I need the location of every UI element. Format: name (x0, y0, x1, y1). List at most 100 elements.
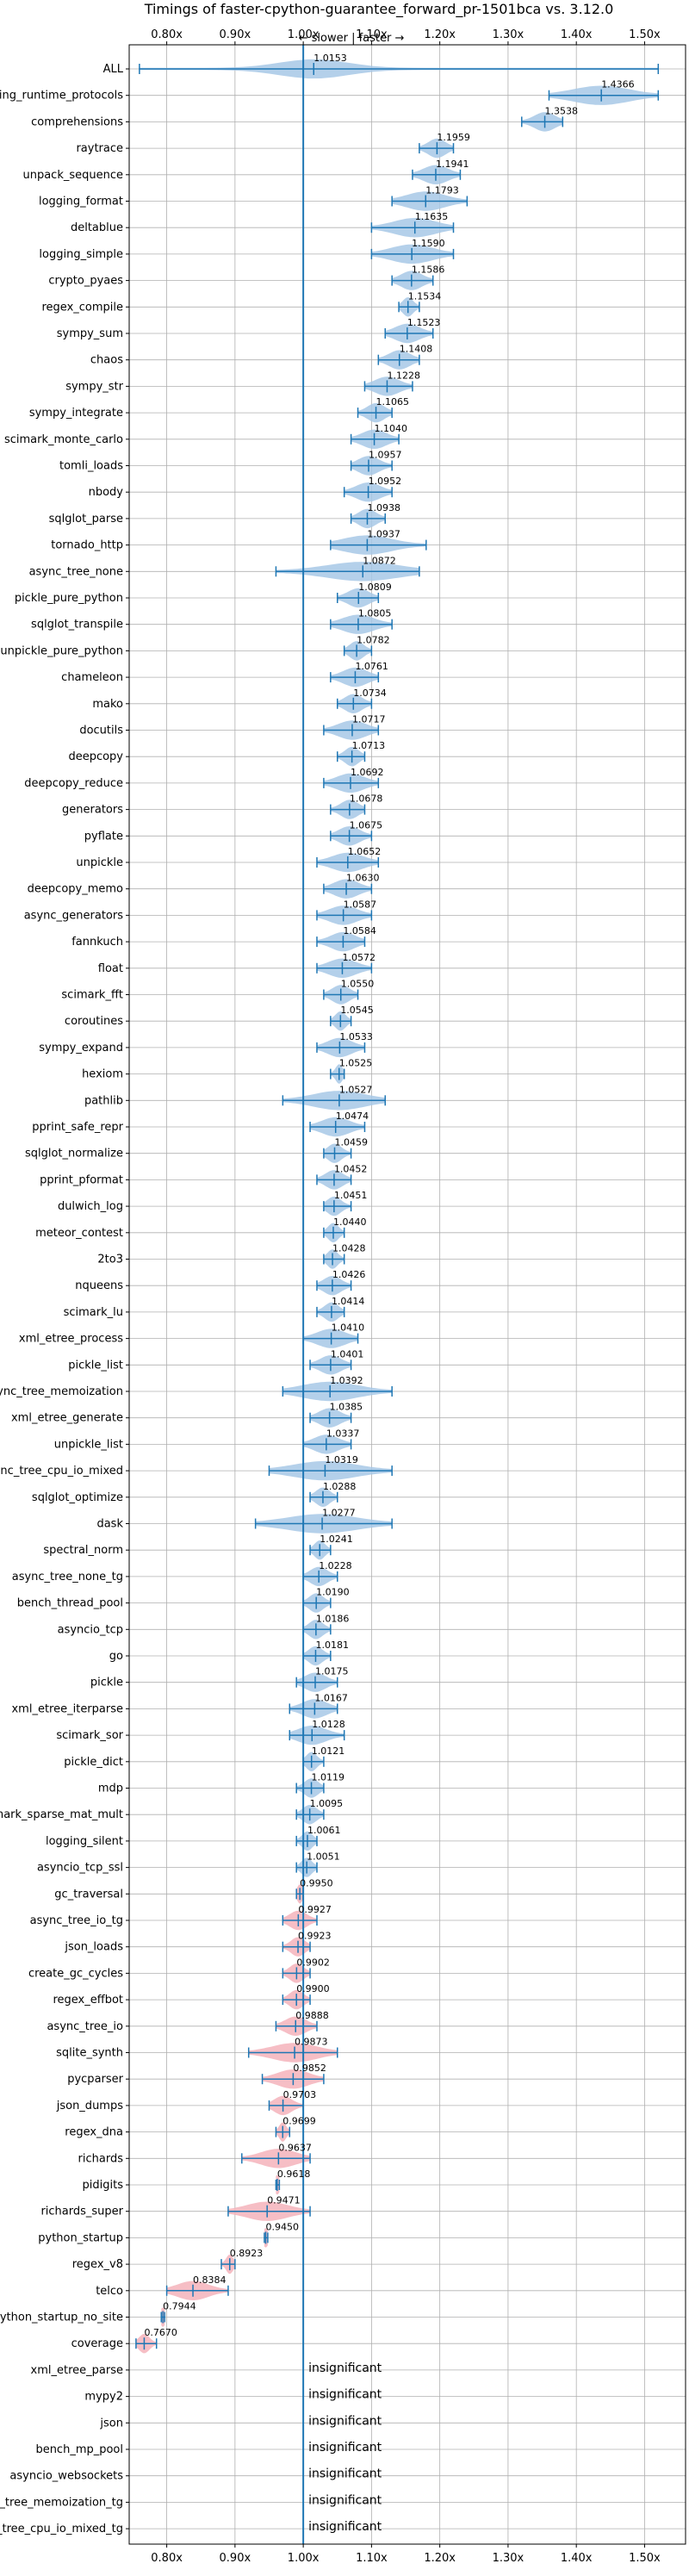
benchmark-name: coroutines (65, 1015, 123, 1028)
benchmark-name: sqlglot_parse (49, 513, 123, 526)
benchmark-name: pprint_safe_repr (32, 1121, 123, 1134)
value-label: 1.0809 (358, 582, 392, 593)
benchmark-name: logging_format (39, 196, 123, 208)
value-label: 1.4366 (601, 79, 635, 90)
value-label: 1.1228 (387, 370, 420, 381)
value-label: 1.1408 (400, 344, 433, 355)
benchmark-name: async_tree_io (47, 2020, 123, 2033)
value-label: 0.8384 (193, 2274, 227, 2286)
benchmark-name: go (109, 1650, 123, 1663)
benchmark-name: python_startup (38, 2231, 123, 2244)
value-label: 1.0051 (307, 1851, 340, 1863)
value-label: 1.0241 (320, 1534, 353, 1545)
value-label: 1.0175 (315, 1666, 349, 1677)
value-label: 1.1534 (408, 290, 442, 302)
benchmark-name: bench_thread_pool (17, 1597, 123, 1610)
value-label: 1.0872 (363, 555, 396, 566)
benchmark-name: python_startup_no_site (0, 2312, 123, 2324)
value-label: 1.1040 (375, 423, 408, 434)
benchmark-name: crypto_pyaes (48, 275, 123, 288)
benchmark-name: async_tree_memoization_tg (0, 2496, 123, 2509)
value-label: 1.0545 (340, 1005, 374, 1016)
value-label: 1.0452 (334, 1163, 368, 1174)
value-label: 1.1941 (436, 159, 469, 170)
benchmark-name: dulwich_log (58, 1200, 123, 1213)
benchmark-name: spectral_norm (43, 1544, 123, 1557)
speed-annotation: ← slower | faster → (299, 32, 405, 45)
benchmark-name: async_tree_cpu_io_mixed_tg (0, 2523, 123, 2536)
benchmark-name: asyncio_tcp (58, 1623, 123, 1636)
value-label: 1.0337 (326, 1428, 360, 1439)
value-label: 1.0414 (332, 1296, 365, 1307)
value-label: 1.0957 (369, 450, 402, 461)
benchmark-name: create_gc_cycles (28, 1967, 123, 1980)
value-label: 1.1065 (376, 396, 410, 408)
value-label: 1.1590 (412, 238, 445, 249)
value-label: 1.0319 (325, 1454, 358, 1465)
violins (135, 59, 660, 2354)
value-label: 1.0630 (346, 873, 380, 884)
benchmark-name: json_loads (64, 1941, 123, 1954)
benchmark-name: regex_v8 (72, 2258, 123, 2271)
benchmark-name: deltablue (71, 221, 123, 234)
value-label: 1.0678 (350, 793, 383, 805)
benchmark-name: sqlglot_optimize (32, 1491, 123, 1504)
value-label: 1.0525 (339, 1058, 373, 1069)
value-label: 0.9637 (278, 2142, 312, 2153)
benchmark-name: nbody (89, 486, 124, 499)
benchmark-name: unpickle (76, 856, 123, 869)
tick-label-bottom: 0.90x (220, 2552, 251, 2565)
benchmark-name: telco (96, 2285, 123, 2298)
value-label: 0.9900 (296, 1983, 330, 1994)
value-label: 0.9950 (300, 1877, 333, 1888)
value-label: 0.9703 (283, 2089, 317, 2100)
benchmark-name: nqueens (75, 1279, 123, 1292)
value-label: 0.9699 (282, 2116, 316, 2127)
benchmark-name: scimark_sparse_mat_mult (0, 1808, 123, 1821)
value-label: 1.0474 (336, 1111, 369, 1122)
benchmark-name: pathlib (84, 1094, 123, 1107)
benchmark-name: regex_dna (65, 2126, 123, 2139)
benchmark-name: deepcopy_memo (28, 883, 123, 896)
value-label: 1.0937 (367, 529, 400, 540)
value-label: 0.9450 (266, 2221, 300, 2232)
benchmark-name: gc_traversal (54, 1888, 123, 1901)
value-label: 1.0426 (332, 1269, 366, 1280)
benchmark-name: pprint_pformat (40, 1173, 123, 1186)
value-label: 1.0190 (316, 1587, 350, 1598)
tick-label-top: 1.20x (424, 28, 456, 41)
value-label: 1.0550 (341, 979, 375, 990)
plot-frame (128, 44, 686, 2545)
value-label: 1.0717 (352, 714, 386, 725)
value-label: 1.0186 (316, 1613, 350, 1624)
value-label: 1.0584 (343, 925, 376, 936)
value-label: 1.0652 (348, 846, 382, 857)
value-label: 1.0167 (314, 1692, 348, 1703)
tick-label-bottom: 1.40x (561, 2552, 593, 2565)
value-label: 1.0181 (315, 1640, 349, 1651)
benchmark-name: scimark_sor (56, 1729, 123, 1742)
benchmark-name: sqlite_synth (56, 2047, 123, 2060)
benchmark-name: richards_super (40, 2206, 123, 2218)
tick-label-top: 1.50x (629, 28, 661, 41)
labels: ALL 1.0153 typing_runtime_protocols 1.4366 c… (0, 53, 635, 2536)
value-label: 1.0392 (330, 1375, 363, 1386)
value-label: 1.0587 (344, 899, 377, 910)
benchmark-name: richards (78, 2152, 124, 2165)
benchmark-name: float (98, 962, 123, 975)
benchmark-name: unpickle_list (54, 1438, 123, 1451)
benchmark-name: tornado_http (51, 539, 123, 552)
benchmark-name: pickle_dict (64, 1756, 123, 1769)
benchmark-name: unpickle_pure_python (0, 644, 123, 657)
tick-label-top: 0.90x (220, 28, 251, 41)
benchmark-name: pickle_list (68, 1359, 123, 1372)
benchmark-name: asyncio_tcp_ssl (37, 1862, 123, 1875)
benchmark-name: logging_simple (39, 248, 123, 261)
benchmark-name: scimark_fft (61, 989, 123, 1002)
value-label: 1.3538 (545, 105, 579, 116)
insignificant-label: insignificant (308, 2441, 382, 2455)
value-label: 1.1586 (412, 264, 445, 276)
benchmark-name: dask (96, 1518, 123, 1531)
value-label: 1.0153 (313, 53, 347, 64)
grid-lines (129, 45, 686, 2544)
